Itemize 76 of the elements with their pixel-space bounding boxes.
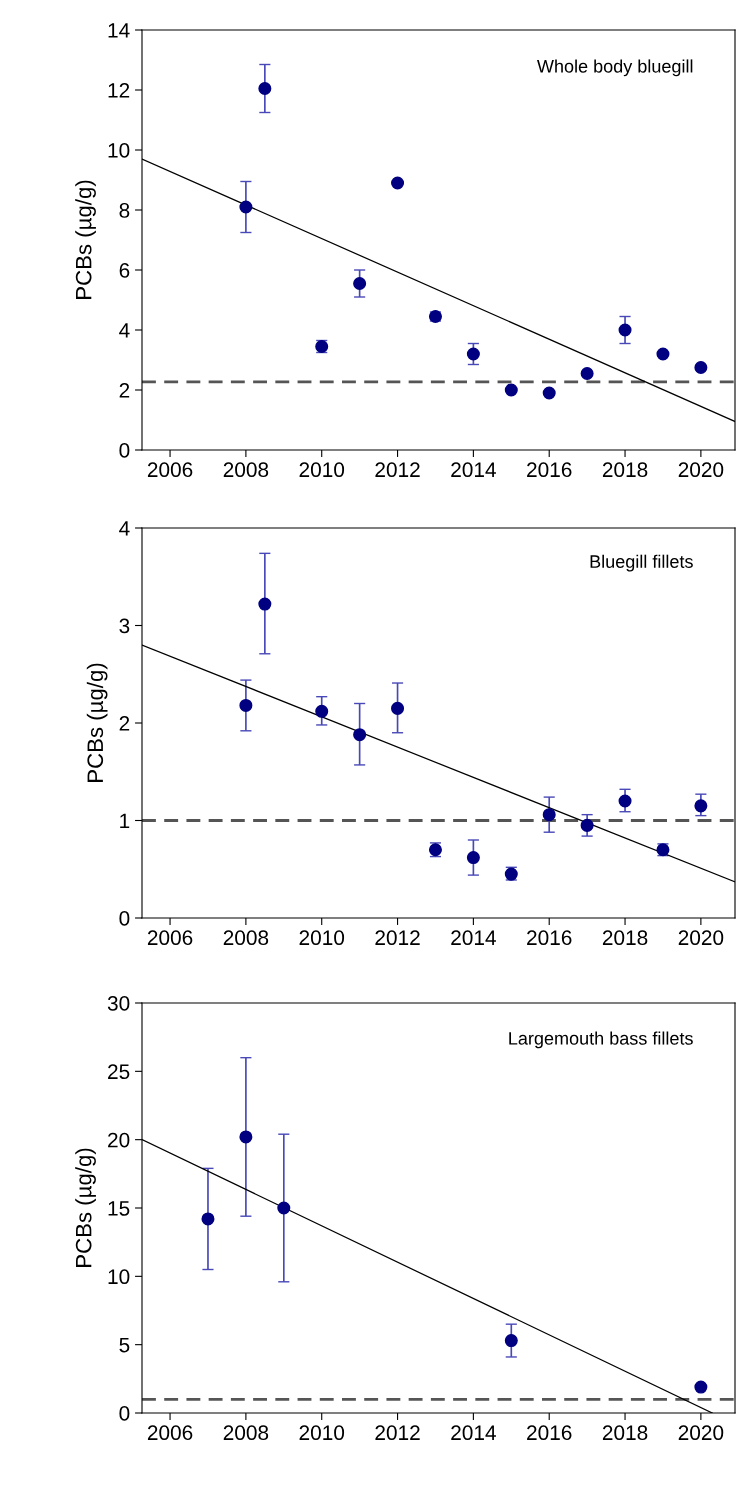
- point: [239, 698, 253, 712]
- x-tick-label: 2014: [451, 462, 496, 478]
- point: [353, 728, 367, 742]
- x-tick-label: 2016: [527, 930, 572, 946]
- x-tick-label: 2012: [375, 1425, 420, 1441]
- y-tick-label: 8: [119, 203, 130, 218]
- point: [656, 347, 670, 361]
- y-tick-label: 0: [119, 443, 130, 458]
- x-tick-label: 2006: [147, 1425, 193, 1441]
- annotation: Bluegill fillets: [590, 554, 693, 572]
- y-tick-label: 0: [119, 911, 130, 926]
- point: [258, 81, 272, 96]
- point: [391, 701, 405, 715]
- point: [618, 323, 632, 337]
- x-tick-label: 2008: [223, 1425, 269, 1441]
- point: [694, 799, 708, 813]
- point: [542, 808, 556, 822]
- x-tick-label: 2018: [602, 462, 648, 478]
- point: [391, 176, 405, 190]
- x-tick-label: 2018: [602, 1425, 648, 1441]
- y-tick-label: 4: [119, 521, 130, 536]
- point: [580, 818, 594, 832]
- y-tick-label: 0: [119, 1406, 130, 1421]
- y-axis-title: PCBs (µg/g): [75, 1148, 96, 1267]
- x-tick-label: 2016: [527, 462, 572, 478]
- y-tick-label: 5: [119, 1337, 130, 1353]
- x-tick-label: 2020: [678, 930, 724, 946]
- point: [239, 200, 253, 214]
- x-tick-label: 2012: [375, 462, 420, 478]
- x-tick-label: 2006: [147, 462, 193, 478]
- point: [694, 1380, 708, 1394]
- point: [504, 383, 518, 397]
- point: [239, 1130, 253, 1144]
- point: [258, 597, 272, 611]
- point: [277, 1201, 291, 1215]
- x-tick-label: 2008: [223, 462, 269, 478]
- x-tick-label: 2010: [299, 462, 345, 478]
- x-tick-label: 2008: [223, 930, 269, 946]
- y-tick-label: 15: [108, 1201, 130, 1216]
- annotation: Largemouth bass fillets: [509, 1031, 693, 1049]
- y-tick-label: 20: [108, 1132, 130, 1148]
- y-tick-label: 12: [108, 83, 130, 98]
- y-tick-label: 6: [119, 263, 130, 278]
- y-tick-label: 4: [119, 323, 130, 338]
- point: [504, 1334, 518, 1348]
- y-tick-label: 1: [120, 813, 130, 829]
- y-tick-label: 10: [108, 143, 130, 158]
- x-tick-label: 2014: [451, 1425, 496, 1441]
- x-tick-label: 2020: [678, 462, 724, 478]
- y-tick-label: 10: [108, 1269, 130, 1285]
- x-tick-label: 2018: [602, 930, 648, 946]
- annotation: Whole body bluegill: [537, 59, 693, 77]
- point: [542, 386, 556, 400]
- y-tick-label: 2: [119, 716, 130, 731]
- y-axis-title: PCBs (µg/g): [86, 663, 108, 782]
- point: [466, 347, 480, 361]
- y-tick-label: 14: [108, 23, 130, 38]
- y-tick-label: 3: [119, 618, 130, 634]
- x-tick-label: 2014: [451, 930, 496, 946]
- x-tick-label: 2010: [299, 930, 345, 946]
- point: [201, 1212, 215, 1226]
- point: [694, 360, 708, 375]
- y-tick-label: 25: [108, 1064, 130, 1080]
- x-tick-label: 2020: [678, 1425, 724, 1441]
- point: [466, 851, 480, 865]
- x-tick-label: 2006: [147, 930, 193, 946]
- point: [315, 704, 329, 718]
- y-tick-label: 2: [119, 383, 130, 398]
- point: [353, 276, 367, 291]
- x-tick-label: 2016: [527, 1425, 572, 1441]
- y-axis-title: PCBs (µg/g): [75, 180, 96, 299]
- point: [618, 794, 632, 808]
- x-tick-label: 2010: [299, 1425, 345, 1441]
- x-tick-label: 2012: [375, 930, 420, 946]
- y-tick-label: 30: [107, 996, 130, 1011]
- point: [580, 366, 594, 381]
